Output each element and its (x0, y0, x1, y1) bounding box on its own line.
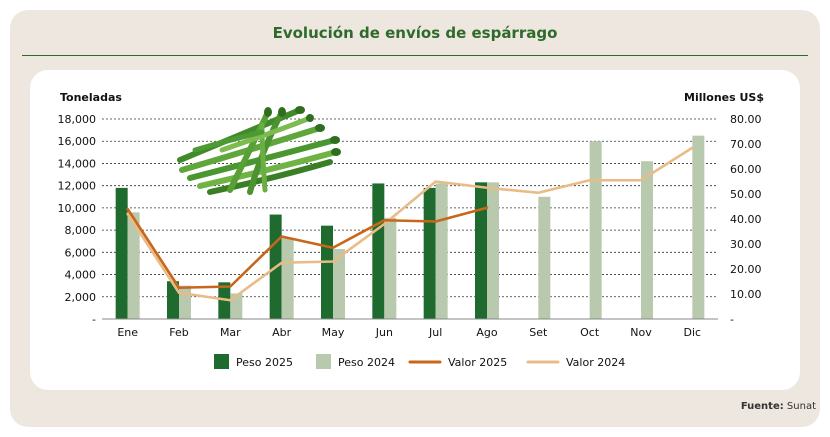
x-tick-label: Abr (272, 326, 292, 339)
y-tick-label: 10,000 (58, 202, 97, 215)
line-valor-2024 (126, 146, 694, 302)
line-valor-2025 (126, 206, 489, 290)
bar-peso-2024 (641, 161, 653, 319)
y2-tick-label: 80.00 (730, 113, 762, 126)
bar-peso-2024 (435, 183, 448, 319)
y-tick-label: 16,000 (58, 135, 97, 148)
x-tick-label: Oct (580, 326, 600, 339)
x-tick-label: Jun (375, 326, 393, 339)
bar-peso-2025 (475, 182, 487, 319)
bar-peso-2024 (589, 141, 602, 319)
bar-peso-2024 (127, 212, 140, 319)
axes: - 2,000 4,000 6,000 8,000 10,000 12,000 14,000 1… (58, 113, 762, 339)
y-tick-label: 2,000 (65, 291, 97, 304)
x-tick-label: Mar (220, 326, 241, 339)
legend-label: Valor 2025 (448, 356, 507, 369)
y2-axis-title: Millones US$ (684, 91, 764, 104)
bar-peso-2025 (423, 187, 436, 319)
source-label: Fuente: (740, 401, 784, 412)
y2-tick-label: 50.00 (730, 188, 762, 201)
y-tick-label: 6,000 (65, 246, 97, 259)
bar-peso-2024 (230, 293, 243, 319)
y2-tick-label: 70.00 (730, 138, 762, 151)
legend-label: Valor 2024 (566, 356, 625, 369)
source-note: Fuente: Sunat (741, 401, 816, 412)
bar-peso-2024 (281, 237, 294, 319)
bar-peso-2025 (321, 225, 333, 319)
source-value: Sunat (786, 401, 816, 412)
y-tick-label: 18,000 (58, 113, 97, 126)
x-tick-label: Dic (684, 326, 702, 339)
x-tick-label: Jul (428, 326, 442, 339)
asparagus-image (177, 106, 341, 195)
lines (126, 146, 694, 302)
title-divider (22, 55, 808, 56)
legend-swatch (214, 354, 229, 369)
y2-tick-label: 10.00 (730, 288, 762, 301)
x-tick-label: May (322, 326, 345, 339)
y2-tick-label: 30.00 (730, 238, 762, 251)
y-tick-label: 4,000 (65, 269, 97, 282)
x-tick-label: Feb (169, 326, 188, 339)
y-tick-label: 14,000 (58, 157, 97, 170)
y-tick-label: 12,000 (58, 180, 97, 193)
y2-tick-label: 60.00 (730, 163, 762, 176)
bar-peso-2025 (167, 281, 179, 319)
bar-peso-2025 (372, 183, 385, 319)
x-tick-label: Set (529, 326, 548, 339)
bar-peso-2024 (384, 217, 397, 319)
legend-swatch (316, 354, 331, 369)
bar-peso-2024 (179, 285, 191, 319)
legend: Peso 2025 Peso 2024 Valor 2025 Valor 2024 (214, 354, 625, 369)
y-axis-title: Toneladas (60, 91, 122, 104)
bar-peso-2024 (487, 182, 499, 319)
bar-peso-2025 (115, 187, 128, 319)
gridlines (102, 118, 718, 298)
x-tick-label: Nov (630, 326, 652, 339)
y-tick-label: - (92, 313, 96, 326)
chart-title: Evolución de envíos de espárrago (272, 24, 558, 42)
y2-tick-label: - (730, 313, 734, 326)
y-tick-label: 8,000 (65, 224, 97, 237)
bar-peso-2024 (538, 196, 551, 319)
bar-peso-2024 (692, 135, 705, 319)
legend-label: Peso 2024 (338, 356, 395, 369)
y2-tick-label: 40.00 (730, 213, 762, 226)
y2-tick-label: 20.00 (730, 263, 762, 276)
x-tick-label: Ago (476, 326, 498, 339)
legend-label: Peso 2025 (236, 356, 293, 369)
x-tick-label: Ene (117, 326, 138, 339)
bar-peso-2024 (333, 249, 345, 319)
